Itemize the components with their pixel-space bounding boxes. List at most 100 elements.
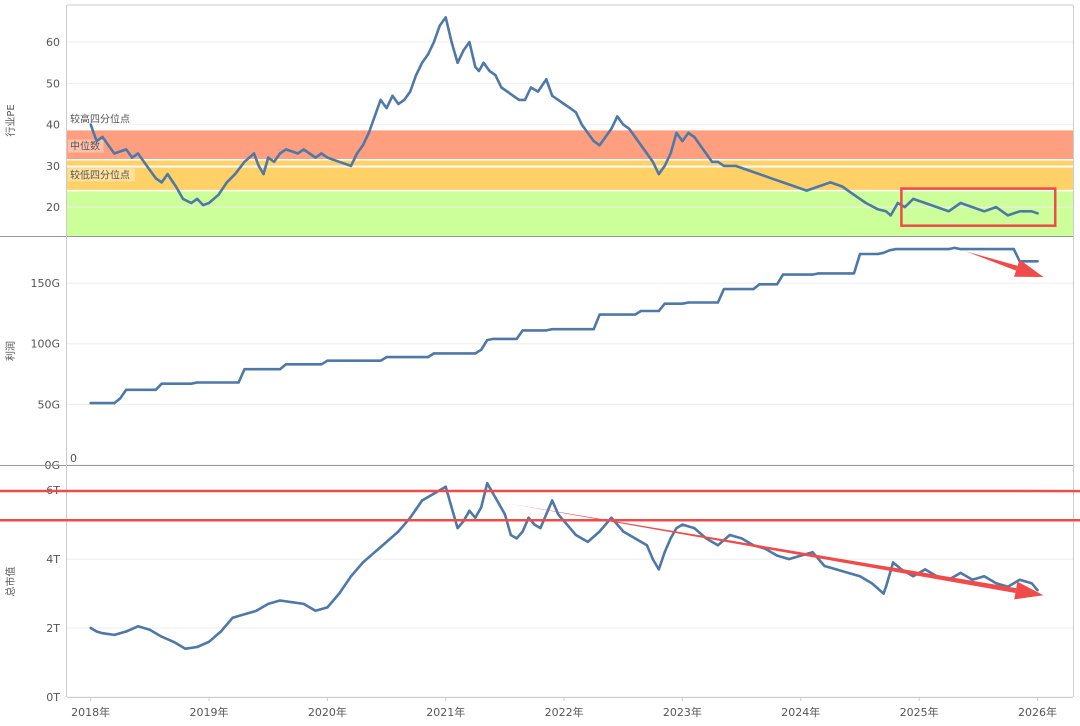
data-point-mcap-23 (349, 575, 353, 578)
data-point-pe-27 (272, 160, 276, 163)
y-axis-label-pe: 行业PE (4, 104, 17, 136)
data-point-mcap-47 (539, 526, 542, 530)
data-point-pe-13 (174, 185, 178, 188)
data-point-mcap-60 (657, 568, 660, 571)
data-point-mcap-67 (716, 544, 720, 547)
data-point-mcap-68 (728, 533, 731, 537)
data-point-mcap-20 (314, 609, 317, 612)
x-tick-label-3: 2021年 (426, 705, 465, 719)
data-point-pe-57 (462, 49, 465, 52)
data-point-pe-70 (536, 90, 540, 93)
data-point-mcap-81 (882, 592, 885, 595)
data-point-mcap-80 (870, 582, 873, 585)
data-point-pe-90 (657, 172, 660, 176)
data-point-profit-33 (687, 301, 690, 304)
data-point-profit-37 (758, 283, 761, 286)
data-point-pe-130 (1036, 212, 1039, 215)
data-point-pe-117 (896, 201, 899, 205)
data-point-pe-15 (190, 201, 193, 205)
data-point-profit-48 (947, 247, 950, 251)
y-tick-label-profit-3: 150G (30, 277, 60, 290)
data-point-mcap-33 (456, 526, 459, 530)
data-point-pe-109 (817, 185, 820, 188)
data-point-pe-127 (1006, 214, 1010, 217)
data-point-mcap-21 (326, 606, 329, 609)
data-point-pe-116 (889, 214, 892, 217)
data-point-profit-5 (160, 382, 163, 385)
series-line-profit (89, 246, 1039, 405)
data-point-pe-118 (903, 205, 907, 209)
data-point-profit-16 (426, 355, 430, 359)
data-point-pe-72 (551, 94, 554, 98)
data-point-profit-47 (894, 247, 897, 251)
data-point-pe-105 (770, 177, 773, 180)
data-point-mcap-65 (693, 526, 696, 530)
data-point-pe-128 (1018, 210, 1021, 213)
data-point-pe-80 (598, 144, 601, 147)
data-point-pe-91 (663, 164, 666, 168)
data-point-pe-44 (385, 106, 388, 110)
data-point-mcap-3 (113, 633, 116, 637)
data-point-mcap-46 (533, 523, 536, 526)
data-point-mcap-15 (255, 609, 258, 612)
data-point-pe-100 (716, 160, 720, 163)
data-point-profit-27 (598, 313, 601, 316)
data-point-mcap-0 (89, 626, 92, 630)
data-point-mcap-62 (669, 537, 672, 540)
data-point-profit-31 (663, 302, 666, 305)
data-point-mcap-53 (586, 540, 589, 544)
data-point-pe-48 (409, 90, 412, 93)
data-point-pe-10 (154, 177, 157, 180)
data-point-mcap-64 (681, 523, 684, 526)
data-point-mcap-42 (509, 533, 512, 537)
data-point-profit-15 (385, 355, 388, 359)
data-point-pe-115 (884, 210, 888, 213)
data-point-pe-98 (704, 152, 708, 155)
data-point-mcap-30 (432, 492, 436, 495)
data-point-pe-86 (633, 135, 637, 139)
data-point-mcap-57 (633, 537, 637, 540)
data-point-mcap-92 (994, 582, 998, 585)
data-point-pe-33 (308, 152, 311, 155)
data-point-pe-68 (523, 98, 527, 102)
data-point-mcap-36 (474, 516, 477, 519)
x-tick-label-2: 2020年 (308, 705, 347, 719)
data-point-mcap-19 (302, 602, 305, 606)
data-point-pe-84 (622, 123, 625, 126)
band-label-2: 较低四分位点 (70, 168, 130, 181)
data-point-profit-10 (278, 368, 282, 371)
data-point-mcap-61 (663, 551, 666, 554)
data-point-mcap-31 (444, 485, 447, 488)
data-point-mcap-54 (598, 530, 601, 533)
data-point-pe-22 (243, 160, 246, 163)
data-point-pe-69 (529, 86, 533, 89)
data-point-pe-34 (314, 156, 317, 159)
data-point-mcap-55 (610, 516, 613, 519)
data-point-pe-119 (912, 197, 915, 201)
data-point-profit-0 (89, 401, 92, 405)
data-point-pe-74 (562, 102, 566, 106)
y-tick-label-pe-4: 60 (46, 36, 60, 49)
data-point-pe-49 (414, 73, 418, 77)
data-point-pe-32 (302, 148, 305, 151)
data-point-pe-104 (758, 172, 761, 176)
data-point-mcap-18 (290, 601, 294, 604)
data-point-mcap-5 (136, 625, 140, 628)
data-point-pe-76 (574, 111, 578, 114)
data-point-profit-53 (1036, 260, 1039, 263)
data-point-profit-41 (817, 272, 820, 275)
data-point-profit-38 (775, 283, 779, 286)
data-point-pe-126 (994, 205, 998, 209)
data-point-pe-113 (864, 201, 868, 205)
data-point-profit-11 (284, 363, 288, 366)
x-tick-label-6: 2024年 (781, 705, 820, 719)
data-point-pe-45 (391, 94, 394, 98)
data-point-profit-6 (190, 382, 193, 385)
data-point-mcap-8 (172, 640, 175, 643)
data-point-pe-66 (512, 94, 515, 98)
data-point-profit-19 (480, 348, 483, 351)
data-point-mcap-29 (420, 499, 424, 502)
data-point-pe-89 (651, 160, 654, 163)
data-point-profit-34 (716, 301, 720, 304)
